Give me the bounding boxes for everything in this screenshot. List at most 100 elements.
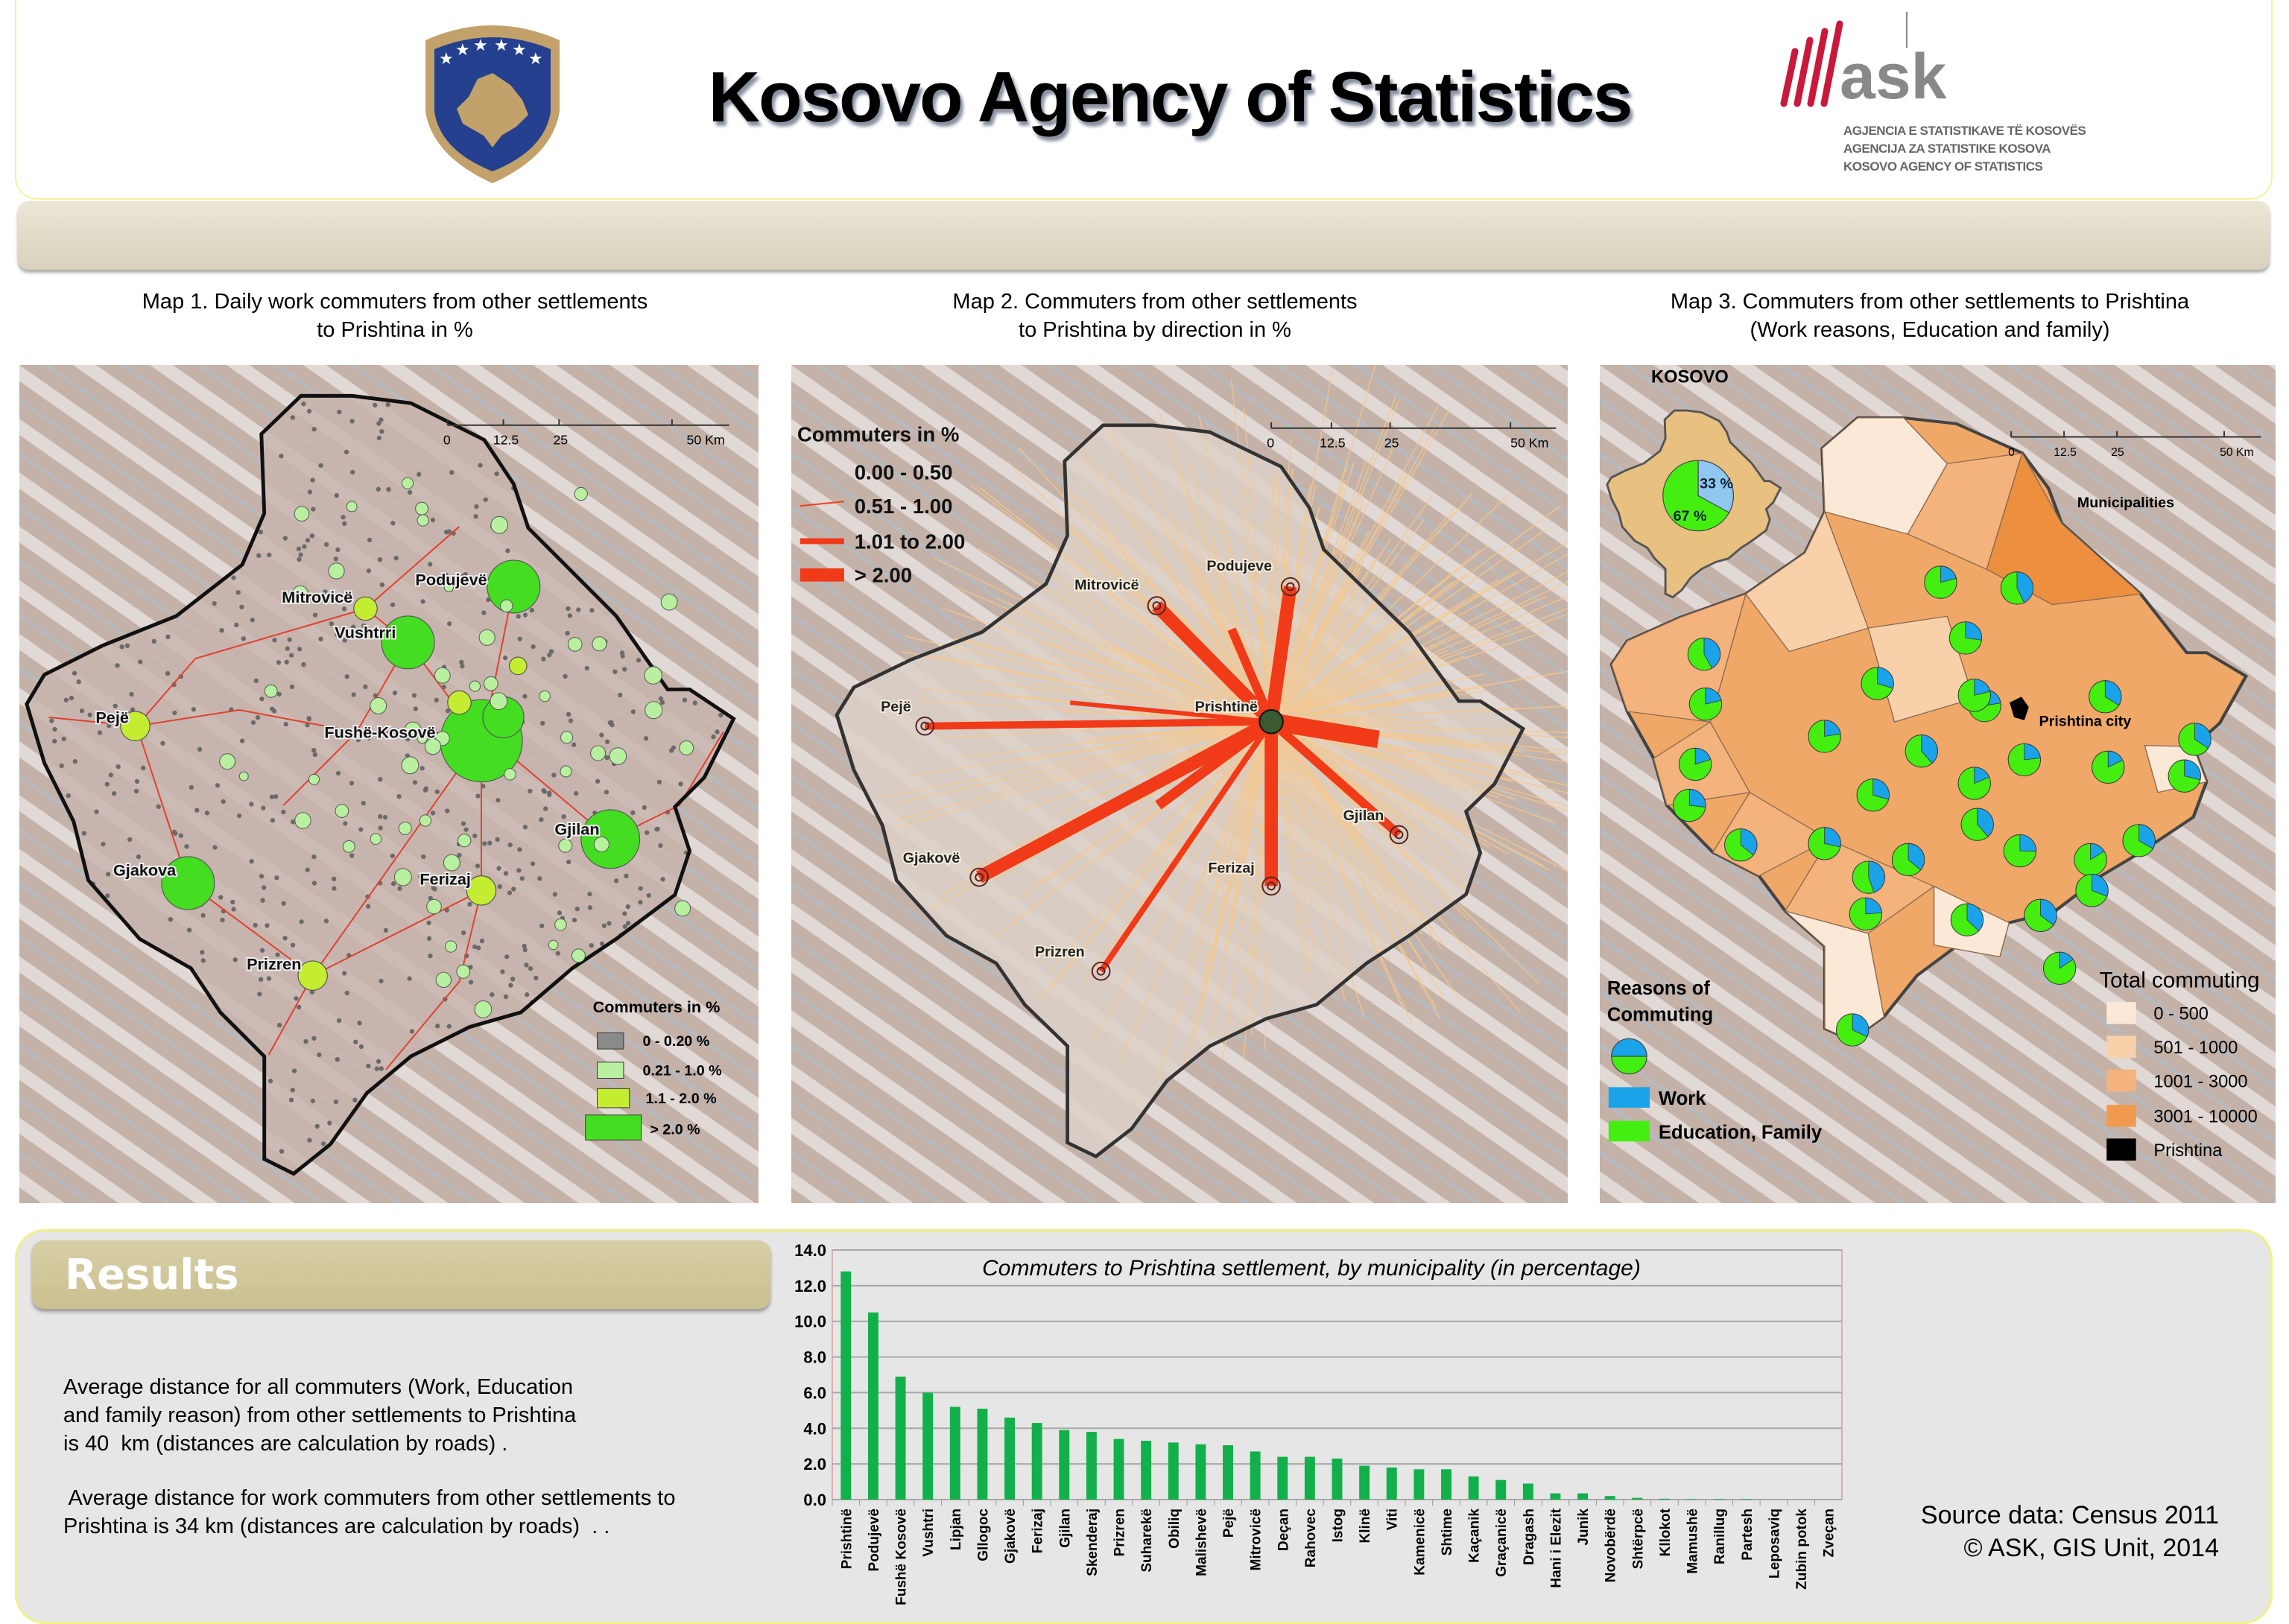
commuter-circle: [591, 746, 606, 761]
svg-text:0 - 0.20 %: 0 - 0.20 %: [643, 1033, 710, 1050]
settlement-dot: [516, 614, 521, 618]
svg-text:25: 25: [2111, 446, 2124, 459]
settlement-dot: [426, 921, 431, 925]
settlement-dot: [219, 628, 224, 632]
x-tick-label: Mamushë: [1685, 1509, 1701, 1574]
settlement-dot: [259, 697, 264, 701]
settlement-dot: [52, 739, 57, 743]
settlement-dot: [599, 732, 604, 737]
settlement-dot: [605, 755, 610, 760]
bar: [1659, 1499, 1670, 1500]
settlement-dot: [376, 421, 381, 425]
x-tick-label: Viti: [1385, 1509, 1401, 1530]
svg-text:> 2.00: > 2.00: [855, 564, 912, 587]
settlement-dot: [307, 717, 311, 721]
settlement-dot: [239, 605, 244, 609]
bar: [1523, 1483, 1533, 1500]
settlement-dot: [511, 886, 516, 891]
svg-text:12.5: 12.5: [2054, 446, 2077, 459]
bar: [896, 1377, 906, 1500]
svg-text:★: ★: [512, 40, 527, 59]
settlement-dot: [518, 637, 522, 641]
bar: [1605, 1496, 1615, 1500]
bar: [1059, 1430, 1069, 1500]
settlement-dot: [279, 1149, 284, 1153]
commuter-circle: [427, 899, 442, 914]
svg-text:1001 - 3000: 1001 - 3000: [2153, 1072, 2247, 1091]
settlement-dot: [259, 874, 264, 878]
settlement-dot: [168, 917, 173, 922]
svg-text:0 - 500: 0 - 500: [2153, 1005, 2209, 1024]
settlement-dot: [671, 746, 676, 750]
settlement-dot: [332, 877, 336, 881]
svg-text:1.1 - 2.0 %: 1.1 - 2.0 %: [645, 1091, 716, 1107]
settlement-dot: [445, 808, 449, 813]
settlement-dot: [297, 1005, 301, 1009]
bar: [1250, 1451, 1261, 1500]
settlement-dot: [297, 557, 301, 562]
settlement-dot: [289, 1097, 294, 1102]
settlement-dot: [383, 815, 387, 819]
map2-commuters-direction[interactable]: Mitrovicë Podujeve Pejë Prishtinë Gjilan…: [791, 365, 1568, 1203]
settlement-dot: [290, 685, 294, 689]
map-label-peje: Pejë: [95, 708, 129, 727]
settlement-dot: [379, 429, 384, 434]
settlement-dot: [367, 538, 372, 542]
settlement-dot: [644, 736, 648, 740]
bar: [1577, 1494, 1588, 1500]
map-label-vushtrri: Vushtrri: [335, 623, 396, 641]
settlement-dot: [500, 969, 504, 974]
settlement-dot: [363, 685, 367, 689]
chart-title: Commuters to Prishtina settlement, by mu…: [982, 1256, 1641, 1281]
settlement-dot: [254, 679, 259, 683]
settlement-dot: [377, 436, 382, 440]
settlement-dot: [638, 900, 642, 904]
bar: [1551, 1494, 1561, 1500]
settlement-dot: [541, 656, 545, 661]
x-tick-label: Zveçan: [1822, 1509, 1837, 1557]
x-tick-label: Kllokot: [1658, 1508, 1674, 1556]
y-tick-label: 12.0: [794, 1277, 826, 1295]
settlement-dot: [480, 939, 484, 943]
settlement-dot: [156, 805, 161, 809]
settlement-dot: [184, 844, 189, 849]
settlement-dot: [563, 674, 567, 679]
settlement-dot: [624, 874, 628, 878]
settlement-dot: [233, 957, 238, 962]
settlement-dot: [475, 793, 480, 798]
settlement-dot: [251, 720, 256, 725]
settlement-dot: [384, 928, 388, 933]
svg-text:Municipalities: Municipalities: [2077, 495, 2174, 511]
commuter-circle: [343, 840, 355, 852]
settlement-dot: [551, 773, 556, 777]
results-paragraph-all-commuters: Average distance for all commuters (Work…: [63, 1373, 779, 1458]
settlement-dot: [678, 781, 683, 786]
map-label-gjilan: Gjilan: [1343, 808, 1384, 824]
bar: [1441, 1469, 1451, 1500]
settlement-dot: [604, 790, 609, 794]
settlement-dot: [311, 427, 316, 431]
settlement-dot: [605, 740, 610, 744]
bar: [1032, 1423, 1042, 1500]
settlement-dot: [413, 780, 417, 784]
commuter-circle: [457, 965, 470, 978]
settlement-dot: [129, 692, 133, 697]
settlement-dot: [490, 992, 494, 997]
settlement-dot: [565, 631, 569, 635]
settlement-dot: [376, 1059, 381, 1064]
settlement-dot: [311, 1036, 316, 1041]
settlement-dot: [282, 901, 286, 906]
settlement-dot: [553, 892, 557, 896]
settlement-dot: [305, 867, 310, 872]
map1-commuters-percent[interactable]: Podujevë Mitrovicë Vushtrri Fushë-Kosovë…: [19, 365, 759, 1203]
settlement-dot: [379, 825, 383, 830]
settlement-dot: [260, 948, 265, 953]
svg-text:★: ★: [473, 36, 488, 54]
settlement-dot: [324, 919, 329, 923]
settlement-dot: [549, 649, 554, 653]
settlement-dot: [482, 841, 487, 846]
svg-text:Commuters in %: Commuters in %: [593, 997, 721, 1016]
x-tick-label: Kamenicë: [1412, 1509, 1428, 1576]
settlement-dot: [472, 945, 477, 949]
